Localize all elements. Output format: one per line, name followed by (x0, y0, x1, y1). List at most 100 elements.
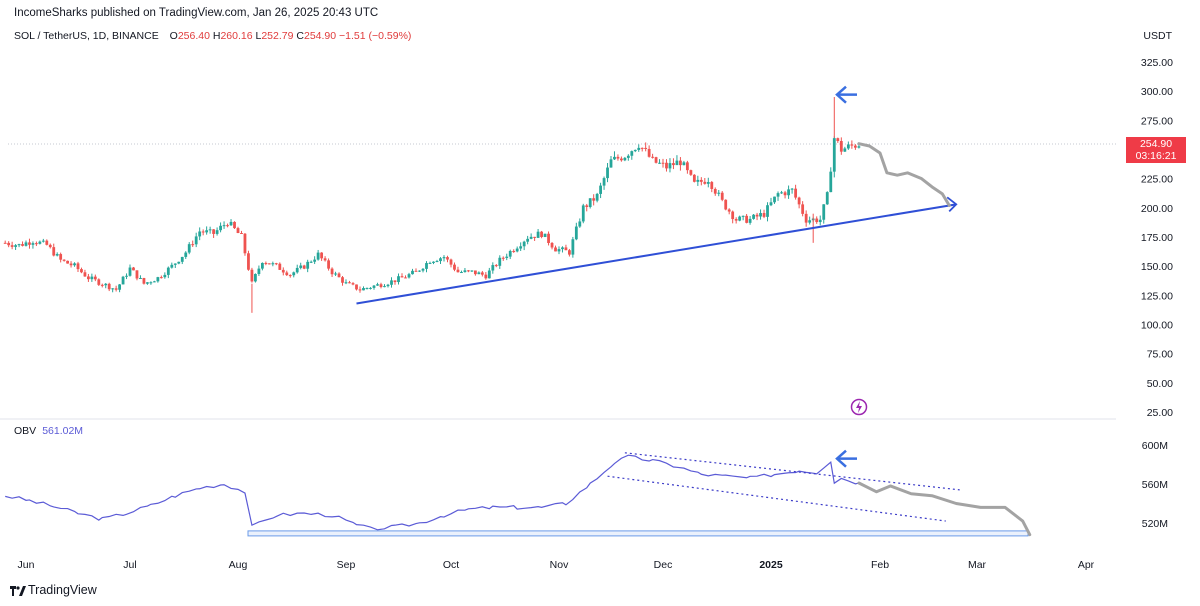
candle-body (717, 192, 721, 194)
candle-body (97, 279, 101, 285)
candle-body (425, 263, 428, 269)
obv-legend[interactable]: OBV 561.02M (14, 425, 83, 437)
candle-body (682, 162, 686, 166)
price-axis-tick: 100.00 (1141, 320, 1173, 332)
price-unit: USDT (1143, 30, 1172, 42)
candle-body (372, 285, 376, 288)
candle-body (201, 231, 205, 233)
obv-channel-upper[interactable] (624, 452, 960, 491)
price-axis-tick: 125.00 (1141, 290, 1173, 302)
candle-body (3, 242, 7, 244)
candle-body (292, 272, 296, 276)
time-axis-tick: Oct (443, 559, 459, 571)
candle-body (637, 147, 641, 150)
obv-axis-tick: 600M (1142, 440, 1168, 452)
candle-body (215, 230, 219, 234)
candle-body (668, 163, 672, 169)
low-value: 252.79 (261, 30, 294, 42)
candle-body (100, 284, 104, 286)
high-value: 260.16 (220, 30, 253, 42)
candle-body (797, 197, 801, 205)
event-flash-icon[interactable] (850, 398, 868, 416)
tradingview-brand[interactable]: TradingView (10, 583, 97, 597)
candle-body (271, 263, 275, 265)
candle-body (505, 256, 509, 258)
price-axis-tick: 50.00 (1147, 378, 1173, 390)
candle-body (498, 257, 502, 266)
candle-body (602, 178, 606, 186)
candle-body (825, 192, 829, 205)
candle-body (547, 233, 550, 243)
candle-body (152, 281, 156, 283)
candle-body (288, 275, 292, 277)
candle-body (606, 167, 609, 179)
candle-body (104, 283, 108, 286)
candle-body (205, 230, 209, 233)
candle-body (815, 218, 819, 223)
candle-body (783, 192, 787, 196)
time-axis-tick: Dec (654, 559, 673, 571)
candle-body (581, 205, 585, 222)
candle-body (633, 149, 637, 152)
candle-body (7, 242, 11, 246)
candle-body (198, 231, 202, 237)
candle-body (609, 159, 613, 168)
candle-body (679, 160, 682, 166)
candle-body (365, 287, 369, 289)
symbol-legend[interactable]: SOL / TetherUS, 1D, BINANCE O256.40 H260… (14, 30, 411, 42)
low-label: L (255, 30, 262, 42)
candle-body (439, 258, 442, 262)
last-price-badge: 254.90 03:16:21 (1126, 137, 1186, 163)
candle-body (159, 277, 163, 279)
candle-body (696, 179, 700, 182)
candle-body (710, 182, 714, 189)
candle-body (194, 236, 198, 245)
candle-body (35, 243, 38, 245)
time-axis-tick: Feb (871, 559, 889, 571)
candle-body (536, 231, 540, 238)
candle-body (522, 241, 526, 247)
candle-body (344, 282, 348, 284)
candle-body (14, 245, 17, 247)
candle-body (665, 162, 668, 169)
candle-body (313, 259, 317, 262)
candle-body (564, 247, 568, 251)
candle-body (804, 213, 808, 223)
candle-body (327, 260, 330, 269)
candle-body (689, 170, 693, 175)
candle-body (379, 284, 383, 287)
obv-support-zone[interactable] (247, 530, 1029, 537)
candle-body (163, 274, 167, 278)
candle-body (699, 179, 703, 182)
candle-body (418, 270, 421, 272)
obv-line (5, 454, 860, 531)
candle-body (156, 277, 160, 282)
price-axis-tick: 75.00 (1147, 349, 1173, 361)
obv-projection-path[interactable] (857, 481, 1032, 537)
candle-body (31, 243, 35, 245)
candle-body (212, 229, 216, 234)
obv-arrow-icon[interactable] (835, 449, 857, 468)
candle-body (727, 209, 731, 212)
candle-body (599, 185, 602, 194)
trendline[interactable] (356, 203, 957, 305)
candle-body (846, 144, 850, 149)
candle-body (299, 265, 303, 268)
candle-body (404, 277, 407, 279)
candle-body (738, 216, 742, 221)
candle-body (568, 250, 571, 255)
obv-axis-tick: 520M (1142, 518, 1168, 530)
candle-body (484, 274, 488, 279)
candle-body (829, 171, 833, 193)
candle-body (281, 269, 285, 273)
close-label: C (296, 30, 304, 42)
price-arrow-icon[interactable] (835, 85, 857, 104)
time-axis-tick: Jul (123, 559, 136, 571)
candle-body (692, 174, 696, 182)
price-projection-path[interactable] (857, 142, 951, 207)
candle-body (302, 265, 306, 269)
obv-channel-lower[interactable] (607, 475, 946, 522)
candle-body (759, 213, 762, 217)
candle-body (839, 140, 843, 152)
candle-body (114, 288, 118, 290)
